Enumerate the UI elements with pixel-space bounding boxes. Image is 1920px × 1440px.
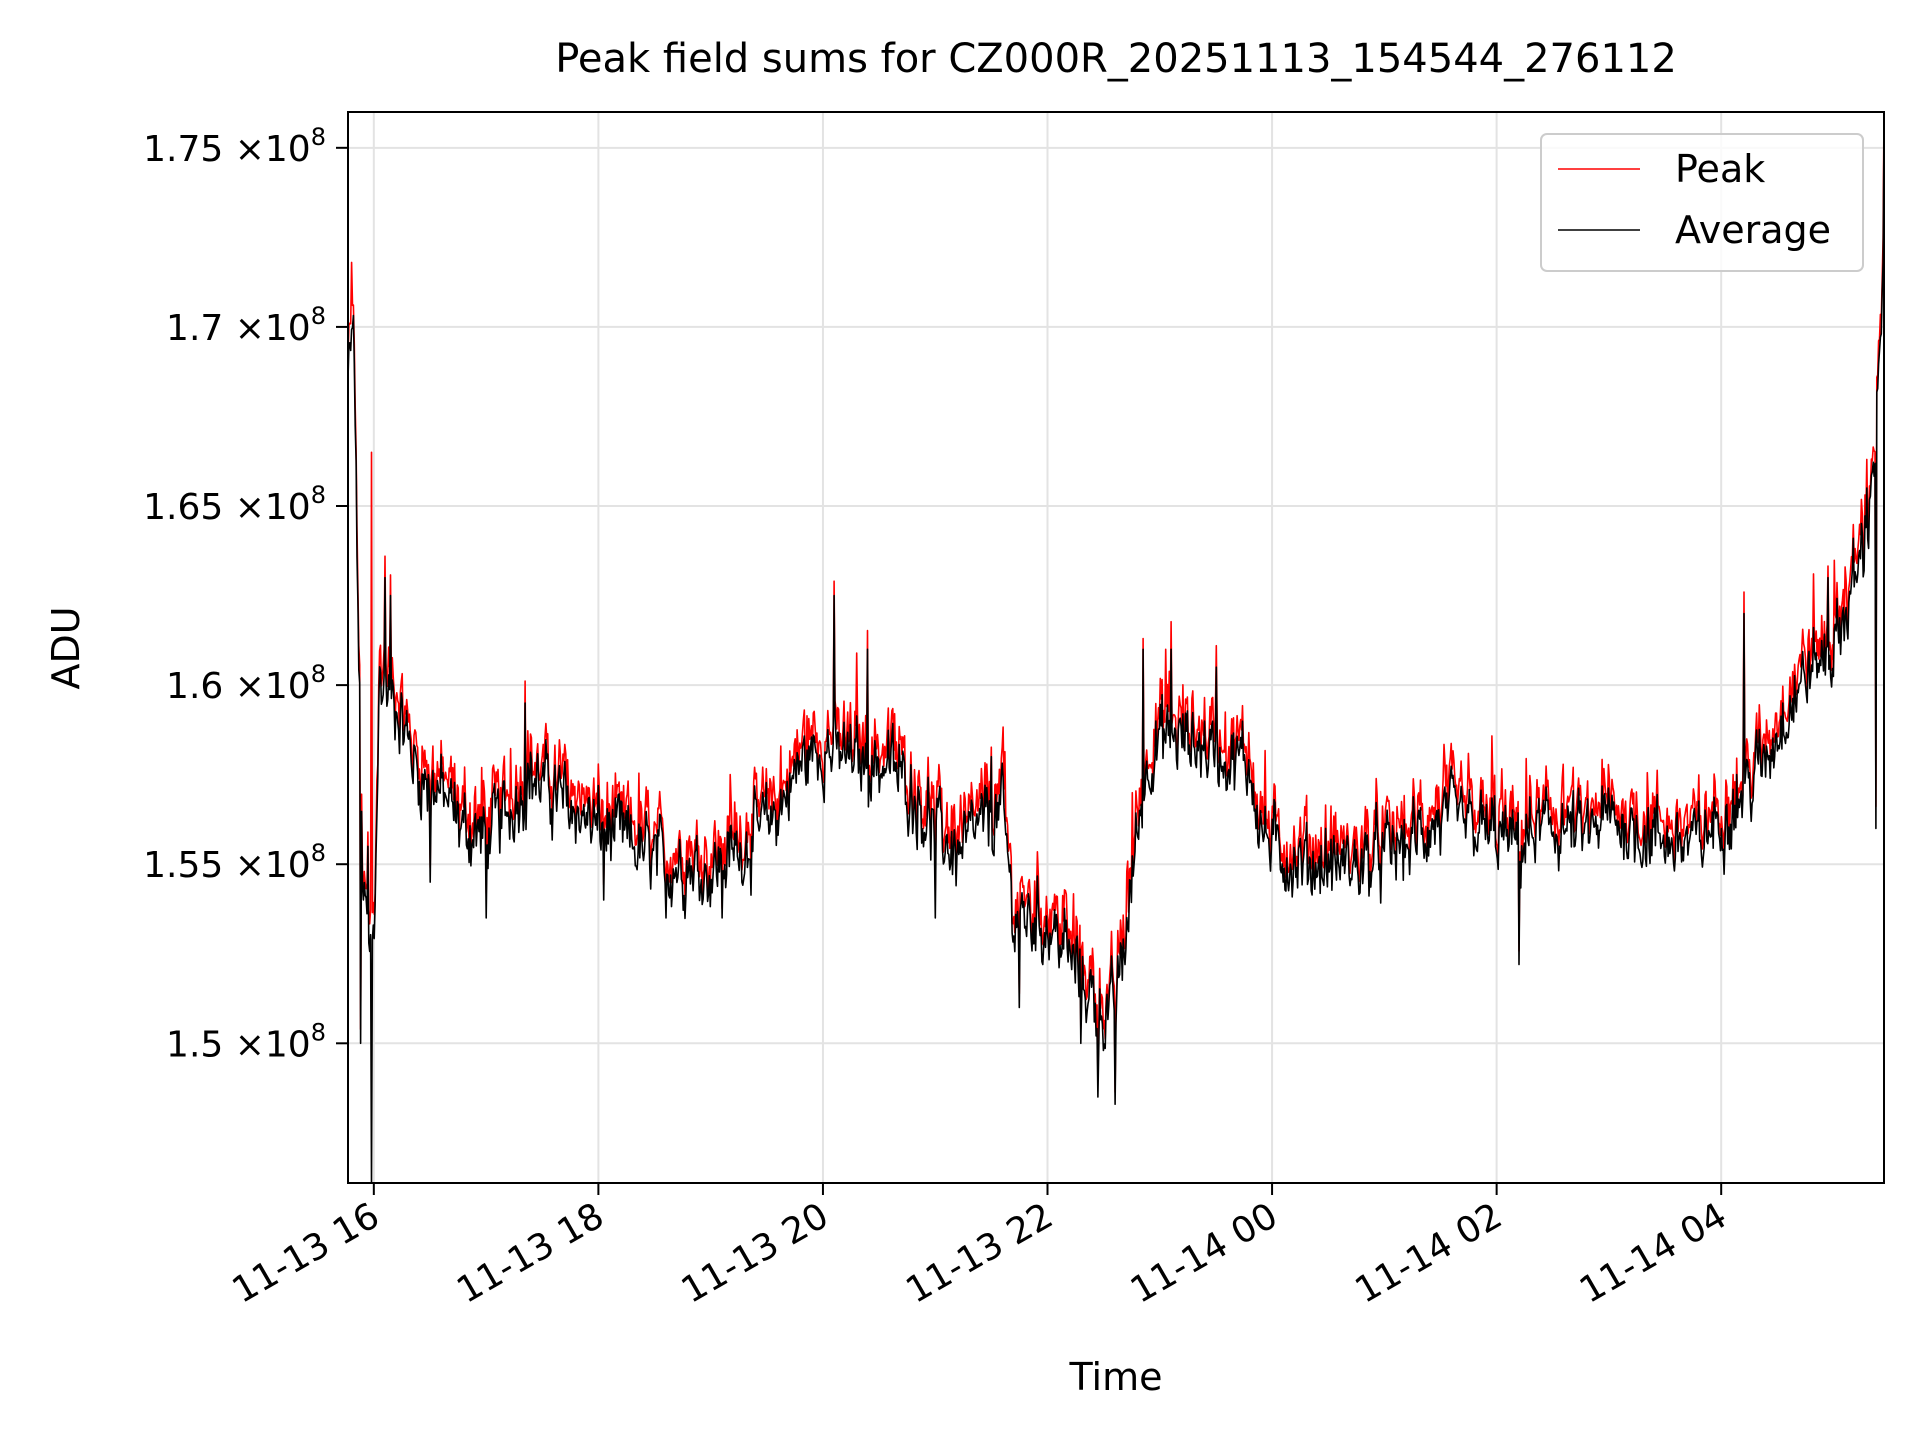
y-tick-label: 1.6 ×108 bbox=[166, 660, 326, 707]
y-tick-label: 1.5 ×108 bbox=[166, 1018, 326, 1065]
y-tick-mantissa: 1.55 ×10 bbox=[143, 845, 311, 886]
legend: Peak Average bbox=[1540, 133, 1864, 272]
y-tick-mantissa: 1.5 ×10 bbox=[166, 1024, 311, 1065]
y-tick-label: 1.55 ×108 bbox=[143, 839, 326, 886]
y-axis-label: ADU bbox=[44, 606, 88, 689]
legend-peak-label: Peak bbox=[1675, 147, 1765, 191]
x-axis-label: Time bbox=[1069, 1355, 1163, 1399]
y-tick-exponent: 8 bbox=[311, 660, 326, 688]
y-tick-mantissa: 1.65 ×10 bbox=[143, 487, 311, 528]
y-tick-exponent: 8 bbox=[311, 1018, 326, 1046]
plot-frame bbox=[347, 111, 1885, 1184]
average-series-line bbox=[348, 129, 1884, 1183]
y-tick-label: 1.7 ×108 bbox=[166, 302, 326, 349]
y-tick-mantissa: 1.7 ×10 bbox=[166, 308, 311, 349]
y-tick-exponent: 8 bbox=[311, 839, 326, 867]
y-tick-mantissa: 1.6 ×10 bbox=[166, 666, 311, 707]
y-tick-exponent: 8 bbox=[311, 123, 326, 151]
series-lines bbox=[348, 112, 1884, 1183]
legend-average-label: Average bbox=[1675, 208, 1831, 252]
y-tick-label: 1.75 ×108 bbox=[143, 123, 326, 170]
y-tick-exponent: 8 bbox=[311, 302, 326, 330]
y-tick-exponent: 8 bbox=[311, 481, 326, 509]
chart-title: Peak field sums for CZ000R_20251113_1545… bbox=[555, 36, 1677, 82]
y-tick-label: 1.65 ×108 bbox=[143, 481, 326, 528]
y-tick-mantissa: 1.75 ×10 bbox=[143, 129, 311, 170]
